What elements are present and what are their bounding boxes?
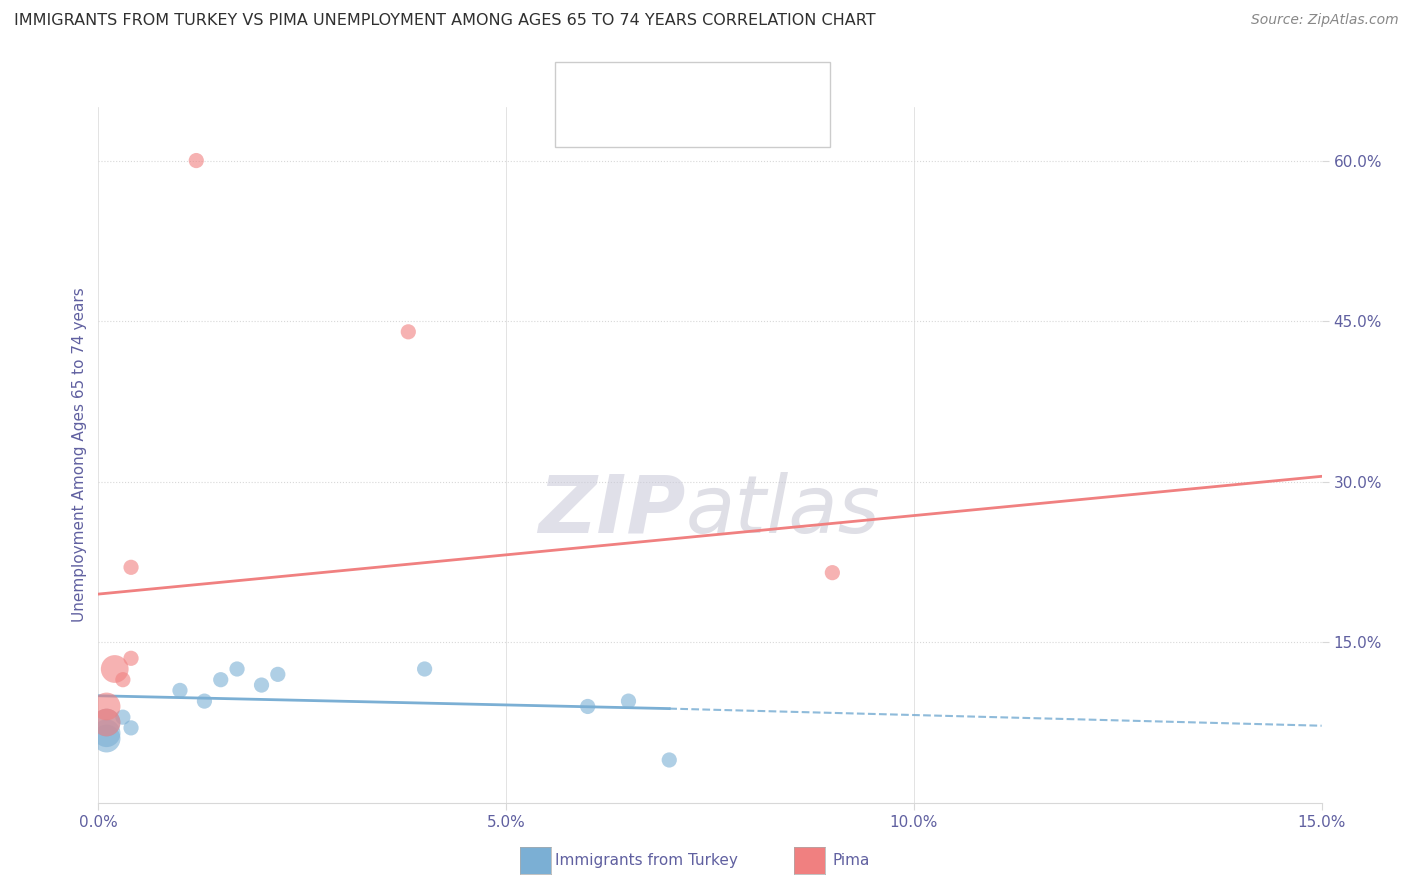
Point <box>169 683 191 698</box>
Text: 0.191: 0.191 <box>644 115 697 129</box>
Text: Pima: Pima <box>832 854 870 868</box>
Point <box>186 153 208 168</box>
Point <box>267 667 290 681</box>
Point <box>111 673 134 687</box>
Point <box>209 673 232 687</box>
Text: atlas: atlas <box>686 472 880 549</box>
Point <box>111 710 134 724</box>
Text: N =: N = <box>693 115 737 129</box>
Text: R =: R = <box>609 115 643 129</box>
Point <box>821 566 844 580</box>
Point <box>226 662 249 676</box>
Text: 15: 15 <box>741 76 762 90</box>
Point <box>193 694 215 708</box>
Point <box>250 678 273 692</box>
Point <box>104 662 127 676</box>
Point <box>96 715 118 730</box>
Y-axis label: Unemployment Among Ages 65 to 74 years: Unemployment Among Ages 65 to 74 years <box>72 287 87 623</box>
Point <box>658 753 681 767</box>
Text: N =: N = <box>693 76 737 90</box>
Point <box>396 325 419 339</box>
Point <box>96 731 118 746</box>
Point <box>96 726 118 740</box>
Text: -0.122: -0.122 <box>644 76 699 90</box>
Point <box>617 694 640 708</box>
Text: ZIP: ZIP <box>538 472 686 549</box>
Point <box>413 662 436 676</box>
Point <box>96 715 118 730</box>
Point <box>120 560 142 574</box>
Text: Immigrants from Turkey: Immigrants from Turkey <box>555 854 738 868</box>
Point <box>120 651 142 665</box>
Point <box>120 721 142 735</box>
Point <box>576 699 599 714</box>
Text: 9: 9 <box>741 115 752 129</box>
Text: IMMIGRANTS FROM TURKEY VS PIMA UNEMPLOYMENT AMONG AGES 65 TO 74 YEARS CORRELATIO: IMMIGRANTS FROM TURKEY VS PIMA UNEMPLOYM… <box>14 13 876 29</box>
Text: Source: ZipAtlas.com: Source: ZipAtlas.com <box>1251 13 1399 28</box>
Text: R =: R = <box>609 76 643 90</box>
Point <box>96 699 118 714</box>
